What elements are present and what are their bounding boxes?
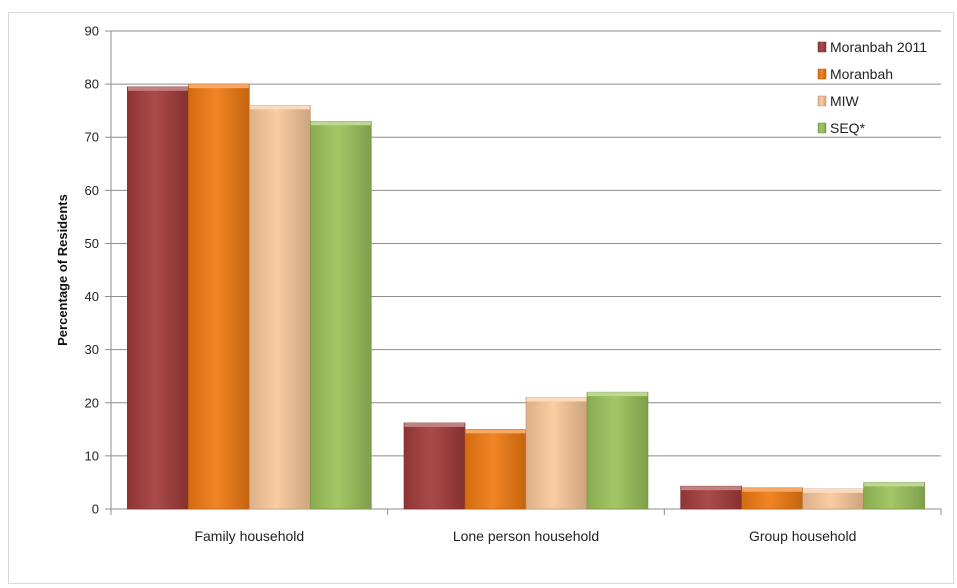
- bar: [249, 105, 311, 510]
- legend-swatch: [817, 95, 827, 107]
- legend-label: MIW: [830, 93, 860, 109]
- labels: Percentage of Residents 0 10 20 30 40 50 60 70 8…: [55, 24, 856, 545]
- legend-label: Moranbah 2011: [830, 39, 927, 55]
- y-tick-label: 20: [85, 395, 99, 410]
- bar: [525, 397, 588, 510]
- y-tick-label: 90: [85, 24, 99, 39]
- bar-top-highlight: [803, 488, 864, 493]
- legend-swatch: [817, 122, 827, 134]
- bar: [188, 83, 250, 510]
- legend-swatch: [817, 68, 827, 80]
- y-tick-label: 30: [85, 342, 99, 357]
- bar-top-highlight: [249, 105, 310, 110]
- bar: [403, 422, 466, 510]
- bar: [310, 120, 372, 510]
- y-tick-label: 80: [85, 77, 99, 92]
- y-tick-label: 60: [85, 183, 99, 198]
- bar-top-highlight: [127, 86, 188, 91]
- bar-top-highlight: [188, 84, 249, 89]
- bar: [586, 391, 649, 510]
- bar-top-highlight: [310, 121, 371, 126]
- legend-label: SEQ*: [830, 120, 866, 136]
- legend-label: Moranbah: [830, 66, 893, 82]
- bars: [127, 83, 925, 510]
- bar-top-highlight: [404, 422, 465, 427]
- y-axis-title: Percentage of Residents: [55, 194, 70, 346]
- bar: [863, 482, 925, 510]
- y-tick-label: 40: [85, 289, 99, 304]
- x-category-label: Family household: [194, 528, 304, 544]
- y-tick-label: 70: [85, 130, 99, 145]
- bar: [464, 429, 527, 510]
- bar-top-highlight: [465, 429, 526, 434]
- bar-top-highlight: [742, 487, 803, 492]
- y-tick-label: 50: [85, 236, 99, 251]
- bar-top-highlight: [864, 482, 925, 487]
- y-tick-label: 0: [92, 502, 99, 517]
- x-category-label: Lone person household: [453, 528, 599, 544]
- legend-swatch: [817, 41, 827, 53]
- bar-top-highlight: [681, 486, 742, 491]
- y-tick-label: 10: [85, 448, 99, 463]
- bar-top-highlight: [526, 397, 587, 402]
- bar-top-highlight: [587, 392, 648, 397]
- x-category-label: Group household: [749, 528, 856, 544]
- bar: [127, 86, 189, 510]
- legend: Moranbah 2011 Moranbah MIW SEQ*: [817, 39, 927, 136]
